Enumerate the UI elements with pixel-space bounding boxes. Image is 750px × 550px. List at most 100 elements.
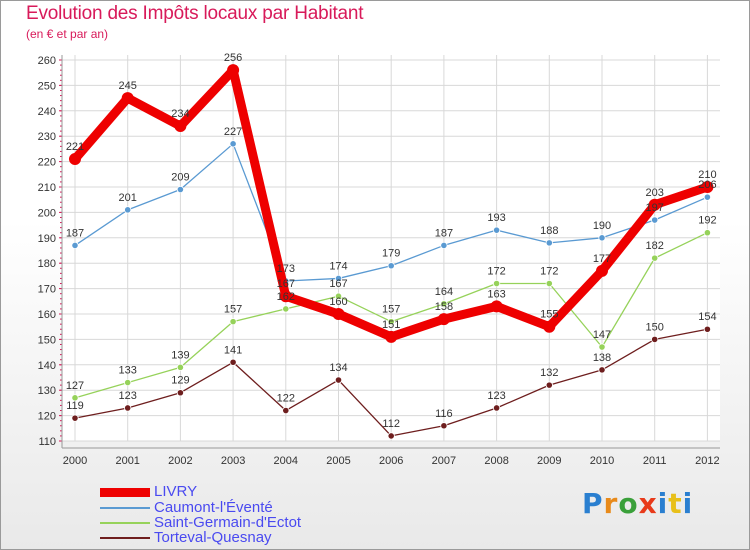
- x-tick-label: 2001: [115, 455, 139, 467]
- data-label: 119: [66, 400, 84, 412]
- data-point: [703, 193, 712, 201]
- data-label: 227: [224, 126, 242, 138]
- logo-letter: P: [582, 487, 604, 520]
- data-label: 193: [487, 212, 505, 224]
- logo-letter: r: [603, 487, 619, 520]
- data-label: 162: [277, 291, 295, 303]
- data-label: 141: [224, 344, 242, 356]
- logo-letter: t: [668, 487, 683, 520]
- data-label: 157: [224, 304, 242, 316]
- x-tick-label: 2003: [221, 455, 245, 467]
- data-point: [703, 325, 712, 333]
- legend-item-saint-germain[interactable]: Saint-Germain-d'Ectot: [100, 514, 400, 531]
- data-point: [440, 300, 448, 308]
- logo-letter: o: [618, 487, 639, 520]
- x-tick-label: 2002: [168, 455, 192, 467]
- data-point: [174, 120, 187, 133]
- chart-title: Evolution des Impôts locaux par Habitant: [26, 3, 364, 24]
- y-tick-label: 110: [38, 436, 56, 448]
- legend-item-livry[interactable]: LIVRY: [100, 483, 400, 500]
- y-tick-label: 220: [38, 157, 56, 169]
- data-label: 221: [66, 141, 84, 153]
- y-tick-label: 260: [38, 55, 56, 67]
- data-point: [176, 389, 184, 397]
- data-label: 187: [66, 227, 84, 239]
- data-label: 256: [224, 52, 242, 64]
- data-point: [71, 414, 79, 422]
- data-label: 172: [487, 266, 505, 278]
- data-point: [334, 274, 343, 283]
- data-label: 129: [171, 375, 189, 387]
- data-label: 192: [698, 215, 716, 227]
- data-point: [279, 290, 292, 303]
- y-tick-label: 250: [38, 80, 56, 92]
- data-label: 201: [119, 192, 137, 204]
- x-tick-label: 2009: [537, 455, 561, 467]
- legend-swatch: [100, 522, 150, 524]
- data-label: 209: [171, 172, 189, 184]
- data-label: 190: [593, 220, 611, 232]
- data-point: [229, 358, 237, 366]
- data-label: 154: [698, 311, 716, 323]
- data-point: [124, 404, 132, 412]
- data-point: [71, 241, 79, 250]
- x-tick-label: 2011: [643, 455, 667, 467]
- proxiti-logo: Proxiti: [582, 487, 693, 520]
- y-tick-label: 190: [38, 233, 56, 245]
- data-point: [545, 279, 553, 288]
- data-label: 160: [329, 296, 347, 308]
- data-point: [229, 318, 237, 326]
- legend-item-torteval[interactable]: Torteval-Quesnay: [100, 529, 400, 546]
- data-point: [332, 308, 345, 320]
- data-point: [387, 262, 395, 270]
- data-point: [543, 320, 556, 333]
- data-point: [701, 181, 714, 193]
- y-tick-label: 140: [38, 360, 56, 372]
- data-label: 179: [382, 248, 400, 260]
- data-point: [440, 241, 448, 250]
- data-point: [282, 305, 290, 313]
- data-point: [227, 64, 240, 77]
- data-label: 210: [698, 169, 716, 181]
- data-point: [492, 226, 501, 234]
- data-point: [385, 330, 398, 343]
- logo-letter: i: [682, 487, 694, 520]
- data-point: [440, 422, 448, 430]
- data-label: 150: [646, 321, 664, 333]
- data-point: [545, 381, 553, 389]
- data-point: [121, 92, 134, 105]
- x-tick-label: 2000: [63, 455, 87, 467]
- legend-label: Torteval-Quesnay: [154, 529, 272, 546]
- y-tick-label: 180: [38, 258, 56, 270]
- data-label: 158: [435, 301, 453, 313]
- data-point: [651, 216, 659, 224]
- legend-item-caumont[interactable]: Caumont-l'Éventé: [100, 499, 400, 516]
- data-label: 123: [119, 390, 137, 402]
- data-point: [492, 279, 501, 288]
- legend-label: Caumont-l'Éventé: [154, 499, 273, 516]
- data-label: 167: [329, 278, 347, 290]
- y-tick-label: 120: [38, 411, 56, 423]
- data-label: 206: [698, 179, 716, 191]
- data-point: [387, 432, 395, 440]
- data-label: 138: [593, 352, 611, 364]
- data-label: 134: [329, 362, 347, 374]
- y-tick-label: 240: [38, 106, 56, 118]
- y-tick-label: 230: [38, 131, 56, 143]
- data-label: 245: [119, 80, 137, 92]
- x-tick-label: 2006: [379, 455, 403, 467]
- data-point: [490, 300, 503, 313]
- x-tick-label: 2012: [695, 455, 719, 467]
- y-tick-label: 210: [38, 182, 56, 194]
- data-label: 177: [593, 253, 611, 265]
- data-point: [437, 313, 450, 326]
- data-point: [282, 406, 290, 415]
- data-point: [176, 185, 184, 194]
- data-point: [598, 343, 606, 351]
- x-tick-label: 2007: [432, 455, 456, 467]
- data-label: 155: [540, 309, 558, 321]
- data-label: 174: [329, 260, 347, 272]
- data-point: [124, 206, 132, 214]
- data-point: [71, 394, 79, 402]
